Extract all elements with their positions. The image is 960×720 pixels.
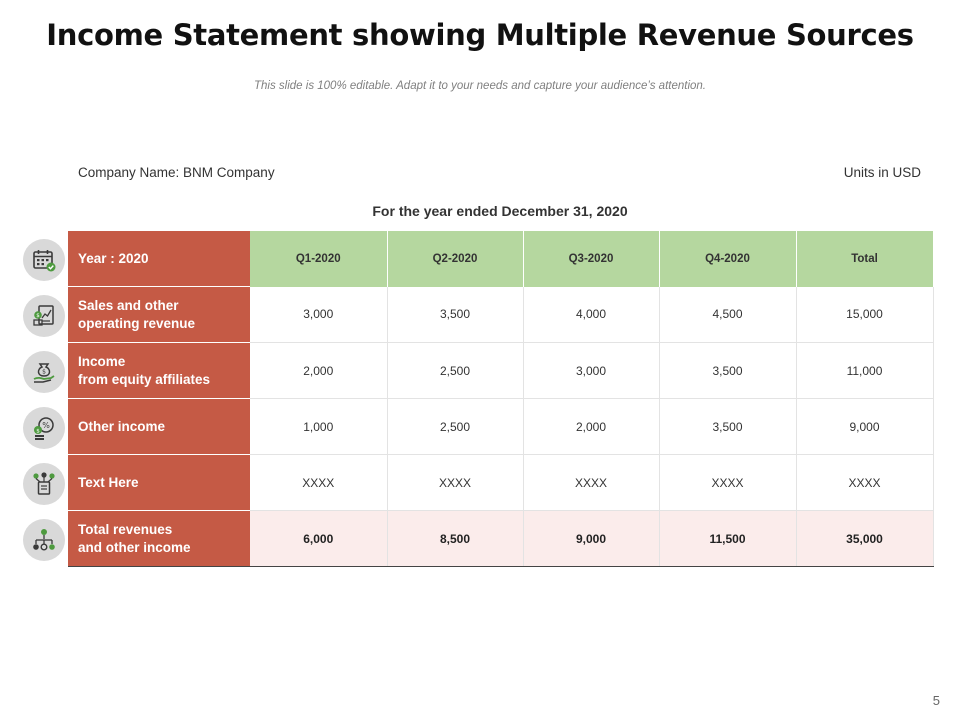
table-cell: XXXX (387, 454, 524, 511)
table-cell: 8,500 (387, 510, 524, 567)
row-label: Sales and other operating revenue (68, 286, 250, 343)
calendar-icon (23, 239, 65, 281)
income-statement-table: Year : 2020 Q1-2020 Q2-2020 Q3-2020 Q4-2… (68, 231, 934, 567)
table-cell: 3,000 (250, 286, 388, 343)
table-cell: 9,000 (523, 510, 660, 567)
year-label: Year : 2020 (68, 231, 250, 287)
svg-text:%: % (42, 421, 50, 430)
table-cell: 3,500 (659, 342, 797, 399)
table-cell: 15,000 (796, 286, 934, 343)
total-row: Total revenues and other income 6,000 8,… (68, 510, 934, 567)
table-cell: 6,000 (250, 510, 388, 567)
percent-coins-icon: % $ (23, 407, 65, 449)
column-header: Q2-2020 (387, 231, 524, 287)
table-cell: 4,500 (659, 286, 797, 343)
table-cell: 4,000 (523, 286, 660, 343)
slide-title: Income Statement showing Multiple Revenu… (46, 18, 914, 52)
row-label: Other income (68, 398, 250, 455)
table-cell: 35,000 (796, 510, 934, 567)
table-cell: XXXX (796, 454, 934, 511)
hierarchy-icon (23, 519, 65, 561)
table-row: Other income 1,000 2,500 2,000 3,500 9,0… (68, 398, 934, 455)
column-header: Q4-2020 (659, 231, 797, 287)
table-cell: 11,500 (659, 510, 797, 567)
network-document-icon (23, 463, 65, 505)
slide-subtitle: This slide is 100% editable. Adapt it to… (254, 80, 706, 92)
row-icons: $ $ % $ (22, 232, 66, 568)
column-header: Total (796, 231, 934, 287)
money-bag-hand-icon: $ (23, 351, 65, 393)
table-row: Sales and other operating revenue 3,000 … (68, 286, 934, 343)
svg-text:$: $ (42, 369, 46, 376)
company-name: Company Name: BNM Company (78, 165, 275, 180)
table-row: Text Here XXXX XXXX XXXX XXXX XXXX (68, 454, 934, 511)
row-label: Income from equity affiliates (68, 342, 250, 399)
table-cell: 9,000 (796, 398, 934, 455)
column-header: Q3-2020 (523, 231, 660, 287)
page-number: 5 (932, 693, 940, 708)
table-cell: 3,500 (659, 398, 797, 455)
table-header-row: Year : 2020 Q1-2020 Q2-2020 Q3-2020 Q4-2… (68, 231, 934, 287)
table-cell: 2,000 (250, 342, 388, 399)
table-cell: 2,500 (387, 398, 524, 455)
table-cell: XXXX (250, 454, 388, 511)
table-cell: 2,500 (387, 342, 524, 399)
table-cell: 2,000 (523, 398, 660, 455)
report-icon: $ (23, 295, 65, 337)
column-header: Q1-2020 (250, 231, 388, 287)
period-label: For the year ended December 31, 2020 (372, 203, 628, 219)
table-cell: 3,000 (523, 342, 660, 399)
units-label: Units in USD (843, 165, 921, 180)
table-cell: 11,000 (796, 342, 934, 399)
table-cell: XXXX (523, 454, 660, 511)
svg-text:$: $ (36, 313, 40, 319)
row-label: Total revenues and other income (68, 510, 250, 567)
table-cell: XXXX (659, 454, 797, 511)
row-label: Text Here (68, 454, 250, 511)
table-cell: 3,500 (387, 286, 524, 343)
table-row: Income from equity affiliates 2,000 2,50… (68, 342, 934, 399)
svg-text:$: $ (36, 428, 40, 434)
table-cell: 1,000 (250, 398, 388, 455)
